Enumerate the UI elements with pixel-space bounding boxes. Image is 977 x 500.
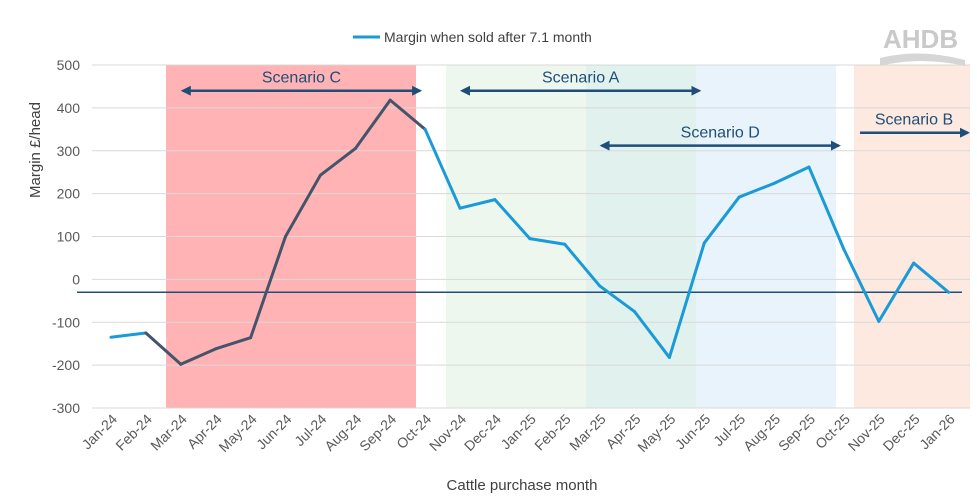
series-segment (109, 331, 148, 339)
logo-text: AHDB (883, 24, 958, 54)
y-tick-label: -200 (52, 357, 80, 373)
x-tick-label: Mar-24 (147, 411, 190, 454)
y-tick-label: 200 (57, 186, 81, 202)
x-tick-label: Feb-24 (112, 411, 155, 454)
scenario-label: Scenario D (681, 125, 760, 142)
series-segment (563, 242, 602, 288)
x-tick-label: Nov-24 (426, 411, 469, 454)
series-segment (493, 198, 532, 241)
series-segment (179, 347, 218, 366)
x-tick-label: Jun-25 (672, 411, 714, 453)
x-tick-label: Jan-24 (79, 411, 121, 453)
series-segment (318, 147, 357, 177)
x-tick-label: Jun-24 (253, 411, 295, 453)
series-segment (353, 98, 392, 151)
x-tick-label: Aug-25 (740, 411, 783, 454)
y-axis-title: Margin £/head (27, 102, 44, 198)
series-segment (598, 284, 636, 314)
y-tick-label: -300 (52, 400, 80, 416)
series-segment (702, 195, 741, 245)
series-segment (877, 261, 916, 323)
y-tick-label: 100 (57, 229, 81, 245)
x-tick-label: Jan-25 (497, 411, 539, 453)
series-segment (667, 241, 706, 359)
legend: Margin when sold after 7.1 month (353, 29, 592, 45)
series-segment (144, 331, 183, 366)
x-tick-label: Feb-25 (531, 411, 574, 454)
x-axis-title: Cattle purchase month (447, 477, 598, 494)
series-segment (772, 165, 811, 185)
series-segment (458, 198, 497, 210)
logo-swoosh-icon (880, 53, 965, 66)
series-segment (912, 261, 951, 294)
ahdb-logo: AHDB (880, 24, 965, 66)
x-tick-label: May-24 (215, 411, 259, 455)
y-tick-label: 400 (57, 100, 81, 116)
x-tick-label: Sep-24 (356, 411, 399, 454)
series-segment (842, 247, 881, 323)
y-tick-label: 500 (57, 57, 81, 73)
series-segment (388, 98, 427, 131)
series-segment (423, 127, 462, 210)
series-segment (284, 173, 322, 238)
scenario-label: Scenario C (262, 70, 341, 87)
scenario-label: Scenario B (875, 112, 953, 129)
y-tick-label: -100 (52, 314, 80, 330)
scenario-label: Scenario A (542, 70, 620, 87)
x-tick-label: Dec-25 (880, 411, 923, 454)
x-axis-ticks: Jan-24Feb-24Mar-24Apr-24May-24Jun-24Jul-… (79, 411, 958, 455)
series-line (109, 98, 951, 366)
y-tick-label: 0 (72, 271, 80, 287)
x-tick-label: Dec-24 (461, 411, 504, 454)
x-tick-label: Sep-25 (775, 411, 818, 454)
x-tick-label: Mar-25 (566, 411, 609, 454)
series-segment (214, 336, 253, 351)
y-axis-ticks: 500 400 300 200 100 0 -100 -200 -300 (52, 57, 80, 416)
series-segment (807, 165, 846, 251)
series-segment (737, 181, 776, 199)
scenario-arrows: Scenario C Scenario A Scenario D Scenario B (180, 70, 970, 151)
series-segment (249, 235, 287, 340)
y-tick-label: 300 (57, 143, 81, 159)
x-tick-label: Aug-24 (321, 411, 364, 454)
x-tick-label: Jan-26 (916, 411, 958, 453)
y-gridlines (92, 64, 970, 409)
x-tick-label: Nov-25 (845, 411, 888, 454)
x-tick-label: May-25 (634, 411, 678, 455)
series-segment (528, 237, 567, 246)
series-segment (633, 310, 671, 359)
legend-label: Margin when sold after 7.1 month (384, 29, 592, 45)
